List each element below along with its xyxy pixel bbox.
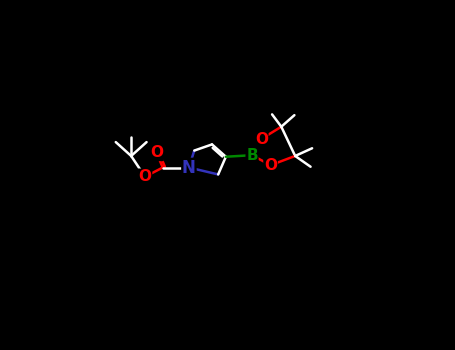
Text: N: N (182, 159, 196, 176)
Text: O: O (264, 158, 277, 173)
Text: O: O (150, 145, 163, 160)
Text: O: O (138, 169, 152, 184)
Text: B: B (246, 148, 258, 163)
Text: O: O (255, 132, 268, 147)
